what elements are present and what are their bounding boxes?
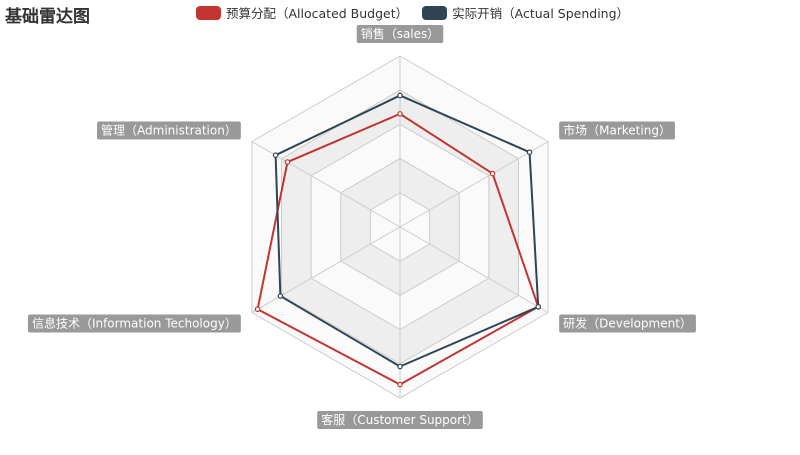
indicator-label-5: 管理（Administration） (97, 121, 241, 140)
indicator-label-text-4: 信息技术（Information Techology） (32, 316, 237, 331)
legend-item-allocated-budget[interactable]: 预算分配（Allocated Budget） (196, 3, 408, 22)
chart-title: 基础雷达图 (5, 7, 90, 27)
legend-item-actual-spending[interactable]: 实际开销（Actual Spending） (422, 3, 629, 22)
data-point-0-5 (284, 159, 291, 165)
data-point-1-2 (535, 303, 542, 310)
indicator-label-text-5: 管理（Administration） (101, 123, 237, 138)
legend-swatch-allocated-budget (196, 5, 221, 20)
indicator-label-3: 客服（Customer Support） (317, 411, 483, 429)
axis-line-1 (399, 141, 549, 228)
indicator-label-text-1: 市场（Marketing） (563, 123, 671, 138)
data-point-1-4 (277, 293, 284, 299)
indicator-label-bg-2 (559, 314, 696, 333)
data-point-0-1 (489, 170, 496, 177)
data-point-1-0 (397, 92, 403, 99)
indicator-label-bg-5 (97, 121, 241, 140)
indicator-label-4: 信息技术（Information Techology） (27, 314, 241, 333)
indicator-label-bg-4 (27, 314, 241, 333)
indicator-label-0: 销售（sales） (356, 25, 444, 43)
data-point-1-5 (272, 152, 279, 158)
data-point-1-3 (397, 363, 403, 370)
indicator-label-bg-1 (559, 121, 675, 140)
indicator-label-text-0: 销售（sales） (361, 26, 440, 41)
indicator-label-bg-3 (317, 411, 483, 429)
legend-swatch-actual-spending (422, 5, 448, 20)
indicator-label-bg-0 (356, 25, 444, 43)
data-point-0-4 (254, 306, 261, 313)
indicator-label-1: 市场（Marketing） (559, 121, 675, 140)
axis-line-2 (399, 226, 549, 313)
data-point-0-0 (397, 111, 403, 117)
indicator-label-text-3: 客服（Customer Support） (321, 412, 479, 427)
legend-label-allocated-budget: 预算分配（Allocated Budget） (226, 6, 409, 21)
data-point-1-1 (526, 149, 533, 155)
data-point-0-3 (397, 381, 403, 388)
legend-label-actual-spending: 实际开销（Actual Spending） (452, 6, 630, 21)
legend: 预算分配（Allocated Budget） 实际开销（Actual Spend… (196, 3, 643, 22)
indicator-label-2: 研发（Development） (559, 314, 696, 333)
axis-line-4 (251, 226, 401, 313)
indicator-label-text-2: 研发（Development） (563, 316, 692, 331)
